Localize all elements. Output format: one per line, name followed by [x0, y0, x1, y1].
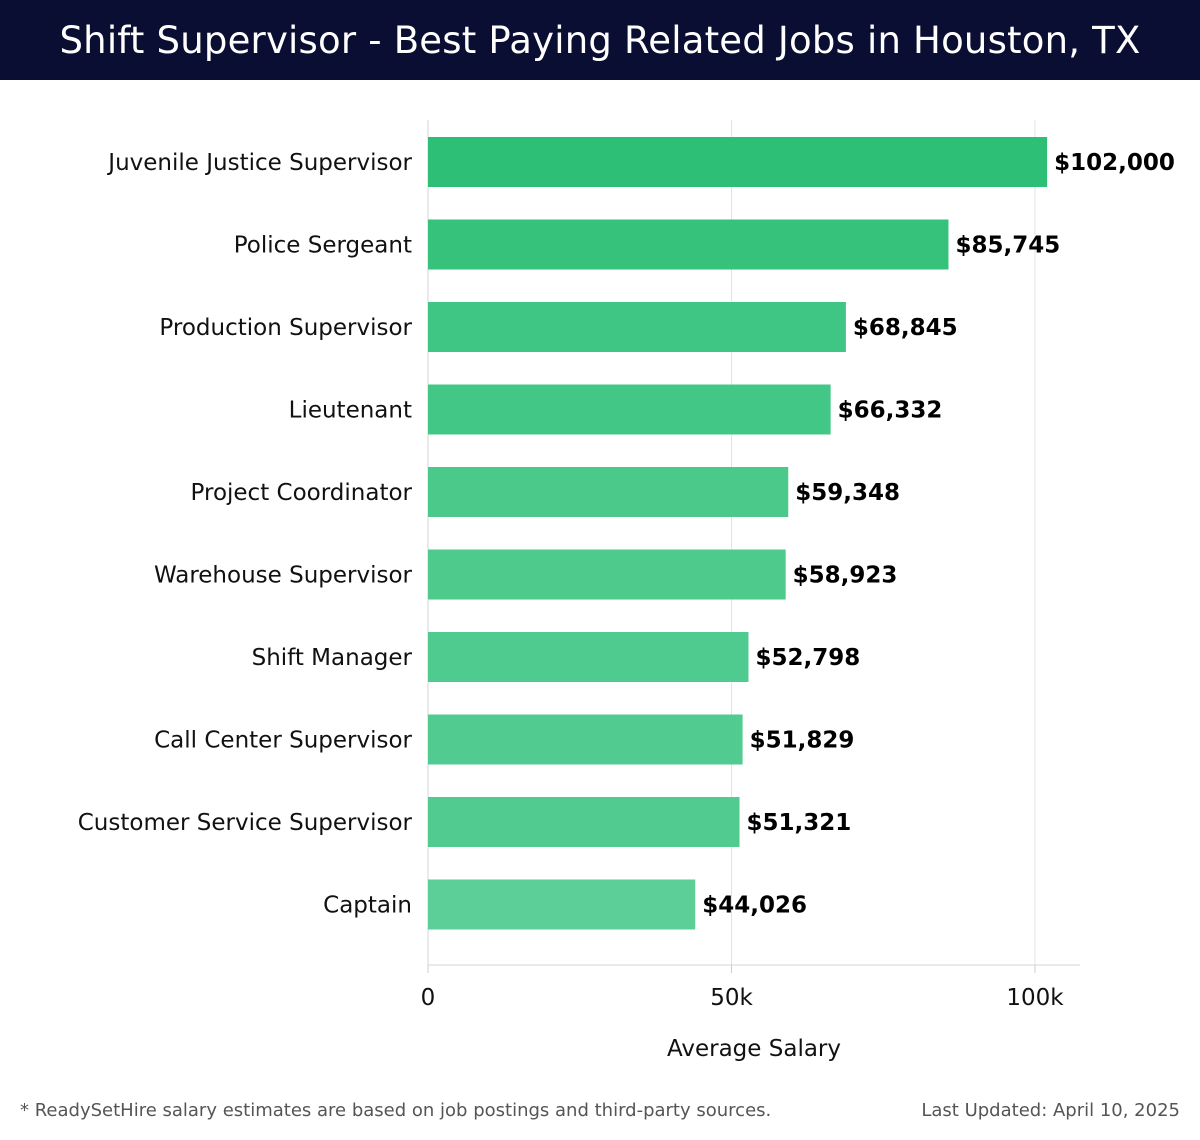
- bar: [428, 549, 786, 600]
- title-bar: Shift Supervisor - Best Paying Related J…: [0, 0, 1200, 80]
- category-label: Project Coordinator: [191, 480, 413, 506]
- category-label: Call Center Supervisor: [154, 728, 412, 754]
- source-footnote: * ReadySetHire salary estimates are base…: [20, 1100, 772, 1121]
- x-axis-title: Average Salary: [667, 1036, 841, 1062]
- category-label: Shift Manager: [252, 645, 413, 671]
- value-label: $102,000: [1054, 150, 1175, 176]
- salary-bar-chart: Juvenile Justice Supervisor $102,000 Polic…: [78, 120, 1175, 1062]
- chart-title: Shift Supervisor - Best Paying Related J…: [59, 18, 1141, 62]
- bar: [428, 632, 749, 682]
- x-tick-label: 100k: [1006, 985, 1064, 1011]
- bar: [428, 302, 846, 352]
- category-label: Production Supervisor: [159, 315, 412, 341]
- category-label: Warehouse Supervisor: [154, 563, 413, 589]
- value-label: $52,798: [755, 645, 860, 671]
- bar: [428, 137, 1048, 187]
- category-label: Juvenile Justice Supervisor: [106, 150, 412, 176]
- value-label: $58,923: [793, 563, 898, 589]
- x-tick-label: 0: [421, 985, 436, 1011]
- value-label: $85,745: [955, 233, 1060, 259]
- category-label: Police Sergeant: [234, 233, 412, 259]
- category-label: Captain: [323, 893, 412, 919]
- category-label: Lieutenant: [289, 398, 412, 424]
- value-label: $51,829: [750, 728, 855, 754]
- value-label: $44,026: [702, 893, 807, 919]
- value-label: $68,845: [853, 315, 958, 341]
- value-label: $59,348: [795, 480, 900, 506]
- value-label: $51,321: [747, 810, 852, 836]
- bar: [428, 219, 949, 270]
- bar: [428, 879, 696, 930]
- bar: [428, 467, 789, 517]
- x-tick-label: 50k: [710, 985, 753, 1011]
- bar: [428, 797, 740, 847]
- value-label: $66,332: [838, 398, 943, 424]
- bar: [428, 714, 743, 765]
- last-updated: Last Updated: April 10, 2025: [921, 1100, 1180, 1121]
- category-label: Customer Service Supervisor: [78, 810, 413, 836]
- bar: [428, 384, 831, 435]
